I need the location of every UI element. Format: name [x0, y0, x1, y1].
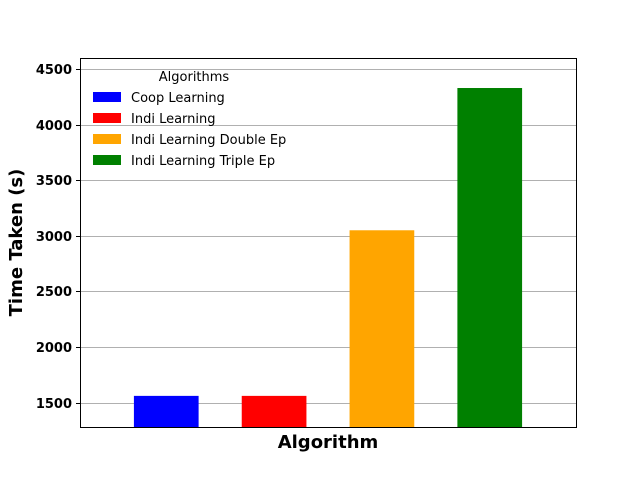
bars: [133, 88, 523, 427]
y-tick-label: 3000: [36, 230, 72, 245]
y-axis: 1500 2000 2500 3000 3500 4000 4500: [36, 63, 80, 412]
plot-area-frame: [80, 58, 577, 428]
legend-title: Algorithms: [159, 70, 230, 85]
y-tick-label: 4000: [36, 119, 72, 134]
legend-swatch: [93, 155, 121, 165]
y-tick-label: 2500: [36, 285, 72, 300]
y-tick-label: 4500: [36, 63, 72, 78]
x-axis-label: Algorithm: [278, 432, 379, 453]
y-tick-label: 2000: [36, 341, 72, 356]
legend-items: Coop Learning Indi Learning Indi Learning …: [93, 91, 286, 169]
legend-swatch: [93, 134, 121, 144]
y-axis-label: Time Taken (s): [6, 169, 27, 317]
legend-entry-label: Coop Learning: [131, 91, 225, 106]
legend-entry-label: Indi Learning Triple Ep: [131, 154, 275, 169]
legend-entry-label: Indi Learning Double Ep: [131, 133, 286, 148]
legend-swatch: [93, 92, 121, 102]
legend: Algorithms Coop Learning Indi Learning Ind…: [93, 70, 286, 169]
legend-swatch: [93, 113, 121, 123]
y-tick-label: 3500: [36, 174, 72, 189]
bar-coop-learning: [133, 395, 199, 427]
bar-indi-learning-double-ep: [349, 230, 415, 427]
legend-entry-label: Indi Learning: [131, 112, 216, 127]
bar-indi-learning-triple-ep: [457, 88, 523, 427]
gridlines: [80, 69, 576, 404]
y-tick-label: 1500: [36, 397, 72, 412]
bar-indi-learning: [241, 395, 307, 427]
